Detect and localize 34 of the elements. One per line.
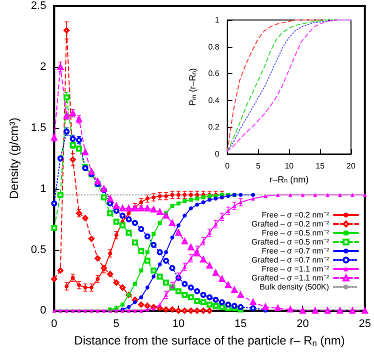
y-tick-label: 0 <box>40 304 46 317</box>
x-tick-label: 25 <box>358 318 372 330</box>
x-tick-label: 20 <box>346 162 356 170</box>
x-tick-label: 15 <box>234 318 247 330</box>
legend-label: Grafted – σ =0.2 nm⁻² <box>251 220 330 228</box>
y-tick-label: 0.6 <box>208 69 220 78</box>
legend-label: Free – σ =0.5 nm⁻² <box>262 228 330 238</box>
x-tick-label: 5 <box>256 162 262 170</box>
legend-label: Free – σ =0.7 nm⁻² <box>262 246 330 256</box>
legend-label: Bulk density (500K) <box>260 282 330 292</box>
y-tick-label: 2.5 <box>30 0 46 12</box>
y-tick-label: 0.2 <box>208 122 220 132</box>
x-tick-label: 10 <box>284 162 294 170</box>
x-tick-label: 10 <box>172 318 185 330</box>
y-tick-label: 1 <box>40 182 46 195</box>
y-tick-label: 0.8 <box>208 42 220 52</box>
y-axis-title: Density (g/cm³) <box>7 118 21 200</box>
x-tick-label: 20 <box>296 318 309 330</box>
x-tick-label: 15 <box>316 162 326 170</box>
y-tick-label: 2 <box>40 60 46 73</box>
y-tick-label: 1.5 <box>30 122 46 134</box>
legend-label: Grafted – σ =0.7 nm⁻² <box>251 256 330 264</box>
x-axis-title: Distance from the surface of the particle r– Rn (nm) <box>74 334 345 348</box>
legend-label: Free – σ =1.1 nm⁻² <box>262 264 330 274</box>
x-tick-label: 0 <box>225 162 230 170</box>
legend-label: Grafted – σ =1.1 nm⁻² <box>251 274 330 282</box>
y-tick-label: 0 <box>214 150 220 158</box>
legend-label: Free – σ =0.2 nm⁻² <box>262 210 330 220</box>
x-tick-label: 0 <box>51 318 58 330</box>
legend-label: Grafted – σ =0.5 nm⁻² <box>251 238 330 246</box>
y-tick-label: 0.5 <box>30 244 46 256</box>
y-tick-label: 0.4 <box>208 96 220 105</box>
y-tick-label: 1 <box>214 16 220 24</box>
x-tick-label: 5 <box>113 318 120 330</box>
